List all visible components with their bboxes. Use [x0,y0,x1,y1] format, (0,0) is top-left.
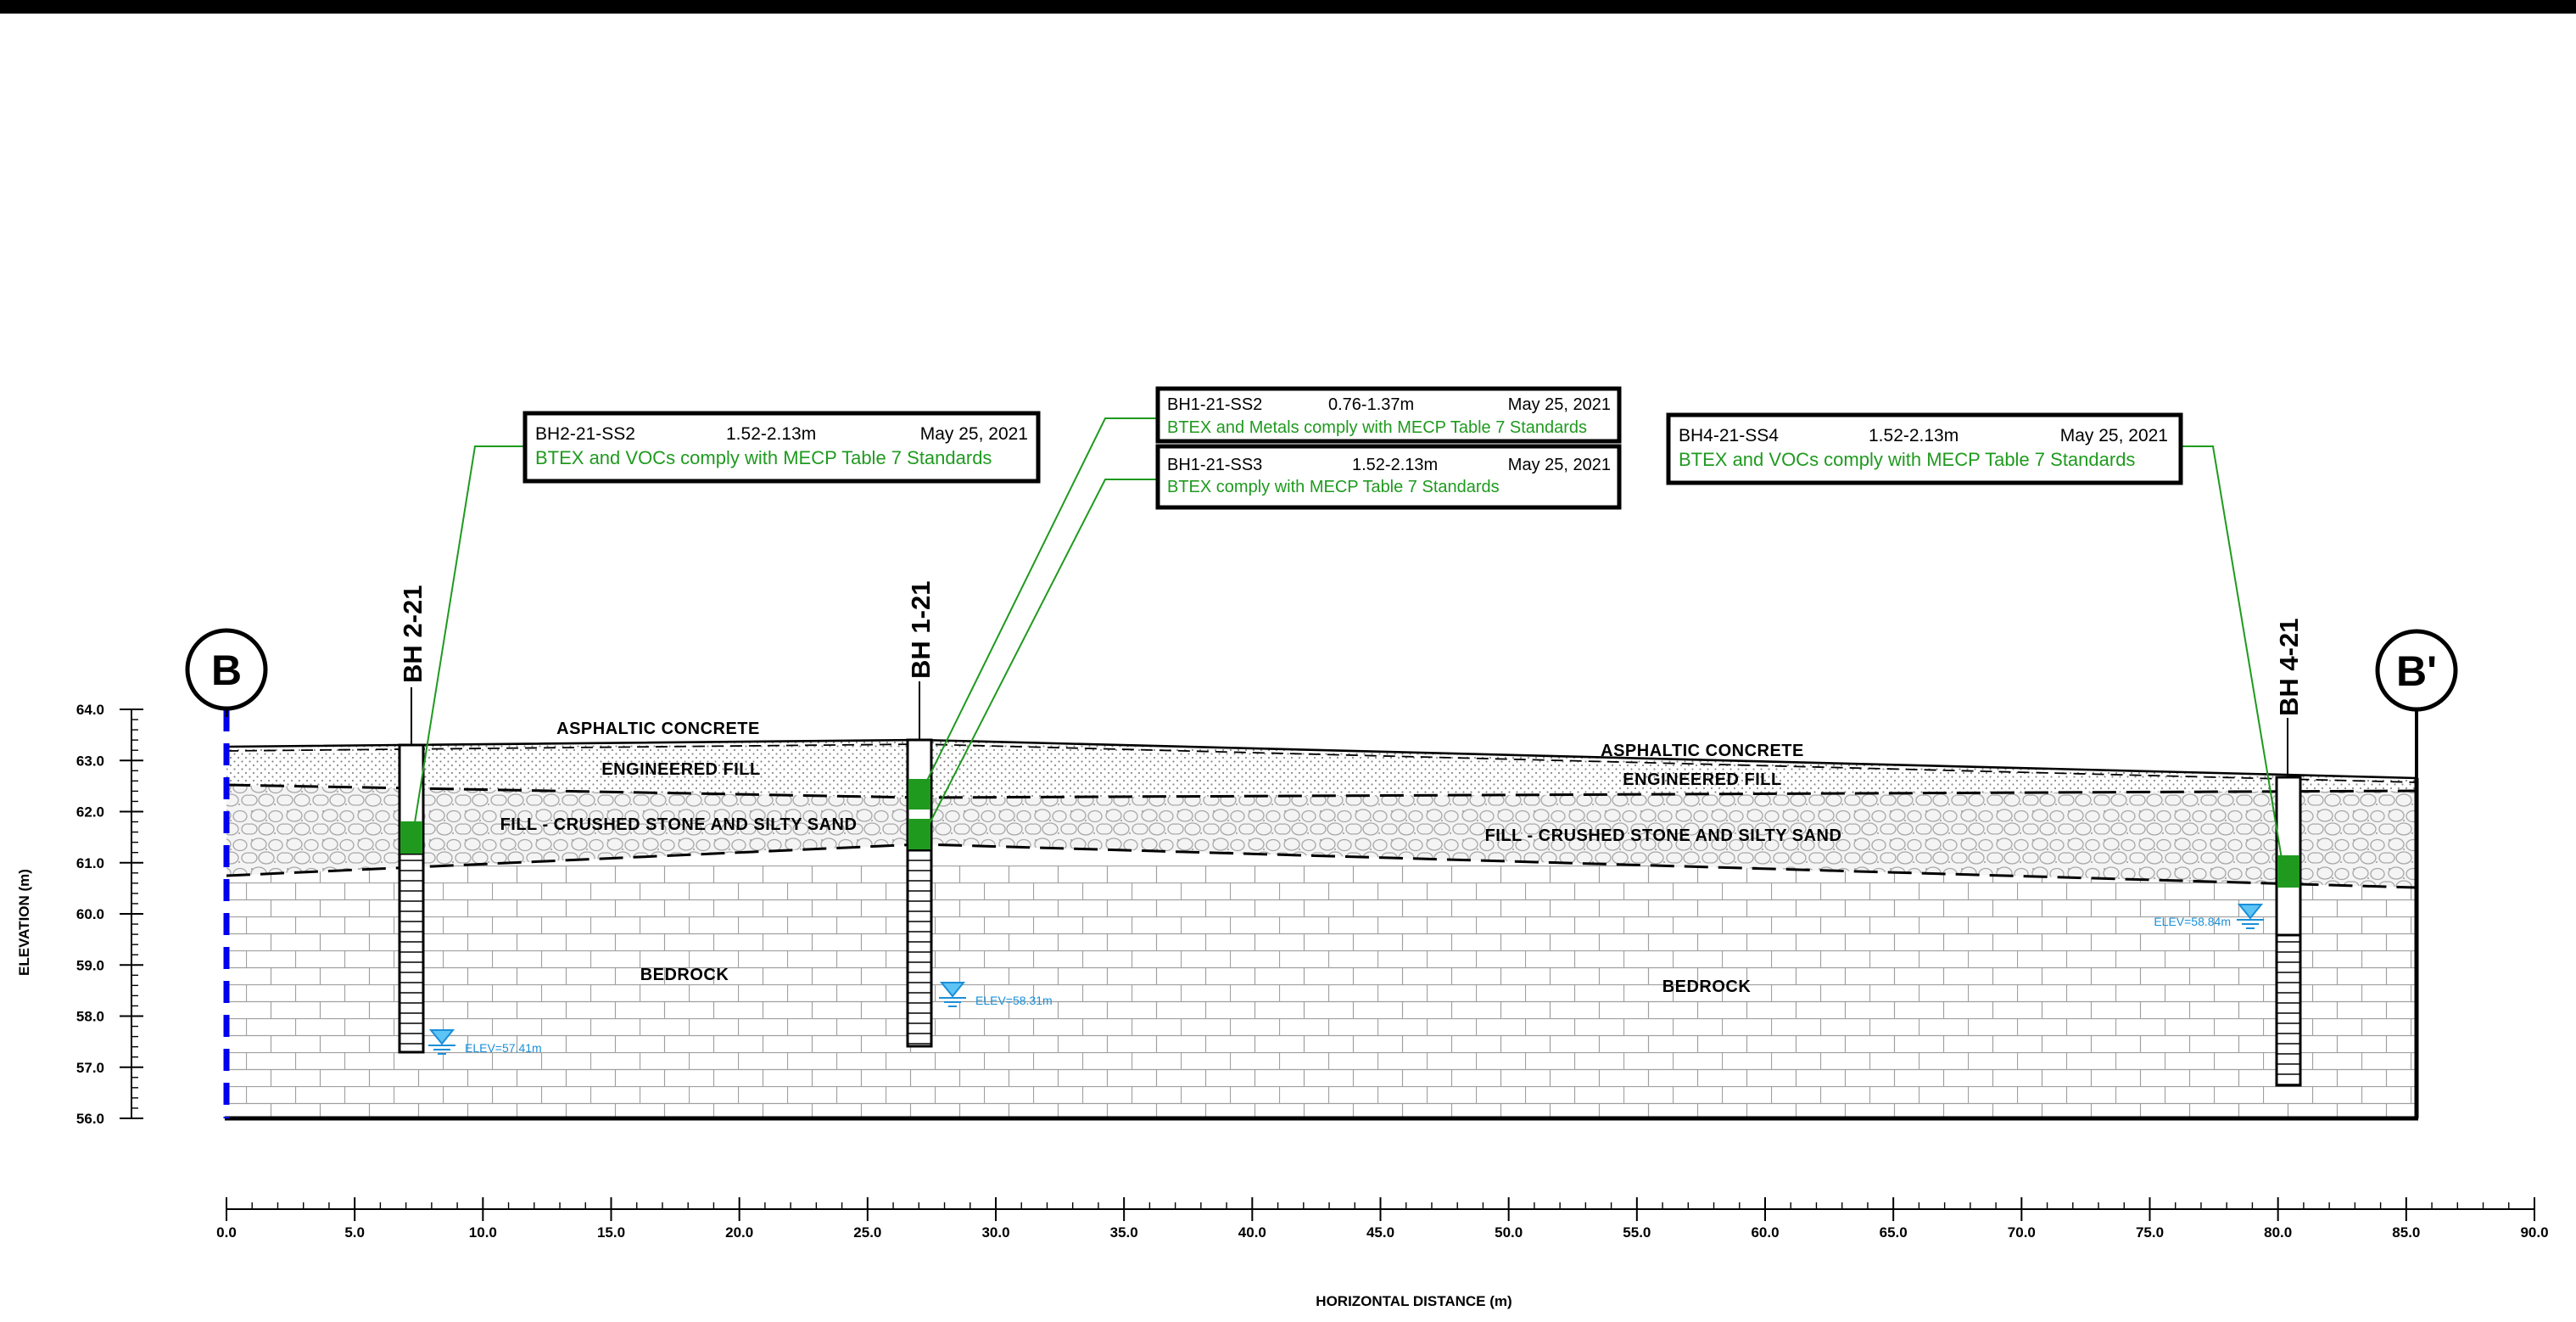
leader-bh2 [412,445,525,834]
bedrock-layer [226,865,2417,1118]
callout-sample: BH1-21-SS2 [1167,395,1262,414]
y-tick-label: 64.0 [76,702,104,718]
x-tick-label: 40.0 [1238,1224,1266,1241]
stratigraphy [223,709,2419,1121]
y-axis: 64.0 63.0 62.0 61.0 60.0 59.0 58.0 57.0 56.0 [76,702,143,1127]
callout-depth: 1.52-2.13m [1352,456,1438,474]
bedrock-label-left: BEDROCK [640,966,729,984]
callout-date: May 25, 2021 [1508,456,1611,474]
callout-result: BTEX comply with MECP Table 7 Standards [1167,478,1500,496]
callout-sample: BH2-21-SS2 [535,424,635,444]
water-level-icon [939,982,966,998]
borehole-core-section [2275,933,2302,1087]
x-axis-title: HORIZONTAL DISTANCE (m) [1316,1293,1512,1309]
sample-marker [908,779,930,809]
fill-label-left: FILL - CRUSHED STONE AND SILTY SAND [500,815,858,834]
sample-marker [400,821,422,854]
water-level-bh1: ELEV=58.31m [939,982,1053,1007]
borehole-bh1: BH 1-21 [906,581,936,1048]
sample-marker [908,819,930,849]
water-level-icon [2237,904,2264,920]
x-tick-label: 35.0 [1110,1224,1138,1241]
y-tick-label: 60.0 [76,906,104,922]
water-level-label: ELEV=58.84m [2154,915,2231,928]
callout-leaders [412,417,2283,865]
x-tick-label: 65.0 [1880,1224,1908,1241]
callout-depth: 1.52-2.13m [1869,426,1959,445]
section-marker-end: B' [2375,629,2458,778]
x-tick-label: 60.0 [1751,1224,1779,1241]
section-end-label: B' [2396,647,2437,695]
x-tick-label: 5.0 [344,1224,365,1241]
x-tick-label: 85.0 [2392,1224,2420,1241]
x-tick-label: 50.0 [1495,1224,1523,1241]
water-level-bh2: ELEV=57.41m [428,1029,542,1055]
callout-result: BTEX and VOCs comply with MECP Table 7 S… [1679,449,2135,470]
sample-marker [2277,855,2299,888]
callout-bh4: BH4-21-SS4 1.52-2.13m May 25, 2021 BTEX … [1666,412,2183,485]
engineered-fill-label-left: ENGINEERED FILL [601,760,761,779]
water-level-label: ELEV=57.41m [465,1041,542,1055]
borehole-core-section [398,852,425,1054]
asphalt-label-right: ASPHALTIC CONCRETE [1601,742,1804,760]
section-marker-start: B [185,628,268,717]
borehole-label: BH 1-21 [906,581,936,679]
callout-bh1-ss2: BH1-21-SS2 0.76-1.37m May 25, 2021 BTEX … [1155,386,1622,444]
y-tick-label: 62.0 [76,804,104,821]
y-tick-label: 63.0 [76,753,104,769]
x-tick-label: 10.0 [469,1224,497,1241]
x-tick-label: 25.0 [853,1224,881,1241]
bedrock-label-right: BEDROCK [1662,977,1752,996]
callout-date: May 25, 2021 [1508,395,1611,414]
callout-date: May 25, 2021 [2060,426,2168,445]
borehole-label: BH 2-21 [398,585,427,683]
x-tick-label: 80.0 [2264,1224,2292,1241]
x-tick-label: 45.0 [1366,1224,1394,1241]
x-tick-label: 55.0 [1623,1224,1651,1241]
asphalt-label-left: ASPHALTIC CONCRETE [556,720,760,738]
y-tick-label: 59.0 [76,957,104,973]
fill-label-right: FILL - CRUSHED STONE AND SILTY SAND [1485,826,1842,845]
leader-bh4 [2179,445,2283,865]
callout-bh1-ss3: BH1-21-SS3 1.52-2.13m May 25, 2021 BTEX … [1155,444,1622,510]
y-tick-label: 58.0 [76,1009,104,1025]
borehole-bh2: BH 2-21 [398,585,427,1054]
x-tick-label: 0.0 [216,1224,237,1241]
water-level-icon [428,1029,455,1045]
top-border [0,0,2576,14]
leader-bh1-ss2 [921,417,1158,792]
y-tick-label: 61.0 [76,855,104,871]
leader-bh1-ss3 [925,479,1158,831]
callout-bh2: BH2-21-SS2 1.52-2.13m May 25, 2021 BTEX … [522,411,1041,484]
callout-depth: 1.52-2.13m [726,424,816,444]
y-tick-label: 57.0 [76,1060,104,1076]
callout-sample: BH1-21-SS3 [1167,456,1262,474]
borehole-bh4: BH 4-21 [2274,619,2304,1087]
section-start-label: B [211,647,242,694]
water-level-bh4: ELEV=58.84m [2154,904,2264,929]
x-tick-label: 90.0 [2520,1224,2548,1241]
y-tick-label: 56.0 [76,1111,104,1127]
engineered-fill-label-right: ENGINEERED FILL [1623,770,1782,789]
x-tick-label: 30.0 [981,1224,1009,1241]
x-tick-label: 15.0 [597,1224,625,1241]
borehole-core-section [906,849,933,1048]
x-tick-label: 20.0 [725,1224,753,1241]
water-level-label: ELEV=58.31m [975,994,1053,1007]
x-tick-label: 75.0 [2136,1224,2164,1241]
engineered-fill-layer [226,740,2417,798]
callout-sample: BH4-21-SS4 [1679,426,1779,445]
callout-result: BTEX and Metals comply with MECP Table 7… [1167,418,1587,437]
borehole-label: BH 4-21 [2274,619,2304,716]
callout-result: BTEX and VOCs comply with MECP Table 7 S… [535,447,992,468]
fill-crushed-stone-layer [226,785,2417,888]
y-axis-title: ELEVATION (m) [16,869,32,976]
x-axis: 0.0 5.0 10.0 15.0 20.0 25.0 30.0 35.0 40.0 45.0 50… [216,1197,2549,1241]
callout-date: May 25, 2021 [920,424,1028,444]
callout-depth: 0.76-1.37m [1328,395,1414,414]
x-tick-label: 70.0 [2008,1224,2036,1241]
